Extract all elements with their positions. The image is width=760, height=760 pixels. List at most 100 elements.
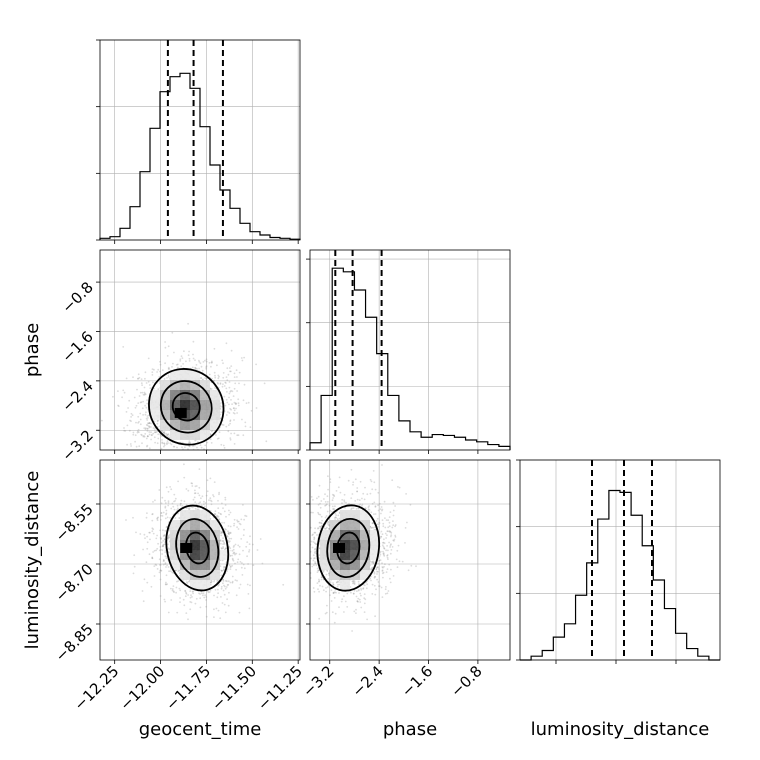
sample-point: [145, 424, 148, 426]
sample-point: [314, 550, 317, 553]
density-cell: [170, 560, 180, 570]
sample-point: [363, 498, 366, 501]
sample-point: [236, 579, 238, 582]
sample-point: [206, 590, 209, 593]
sample-point: [340, 600, 343, 603]
sample-point: [376, 570, 378, 573]
density-cell: [200, 510, 210, 520]
sample-point: [390, 543, 392, 546]
sample-point: [167, 547, 170, 550]
xtick-label-geocent_time-3: −11.50: [208, 662, 260, 714]
sample-point: [226, 367, 229, 370]
sample-point: [224, 587, 227, 590]
sample-point: [151, 368, 154, 370]
sample-point: [231, 575, 234, 578]
sample-point: [388, 525, 391, 528]
sample-point: [138, 395, 141, 397]
sample-point: [225, 382, 227, 384]
sample-point: [300, 563, 302, 565]
sample-point: [222, 537, 224, 539]
sample-point: [389, 581, 392, 584]
sample-point: [259, 538, 262, 540]
sample-point: [304, 564, 306, 566]
sample-point: [159, 548, 162, 551]
sample-point: [381, 464, 383, 466]
sample-point: [187, 594, 190, 596]
xtick-label-geocent_time-0: −12.25: [71, 662, 123, 714]
sample-point: [137, 402, 140, 404]
sample-point: [381, 533, 384, 536]
density-cell: [160, 380, 170, 390]
sample-point: [159, 538, 162, 540]
sample-point: [313, 548, 316, 551]
sample-point: [196, 508, 199, 511]
sample-point: [204, 594, 207, 597]
sample-point: [162, 545, 165, 547]
sample-point: [310, 557, 312, 560]
sample-point: [236, 526, 239, 528]
sample-point: [210, 442, 213, 444]
sample-point: [192, 340, 195, 343]
sample-point: [371, 560, 374, 563]
sample-point: [222, 507, 224, 510]
sample-point: [379, 559, 382, 562]
sample-point: [252, 543, 254, 546]
sample-point: [171, 502, 174, 505]
sample-point: [173, 500, 175, 503]
sample-point: [136, 431, 139, 434]
sample-point: [324, 527, 327, 530]
sample-point: [189, 441, 192, 444]
density-cell: [200, 580, 210, 590]
sample-point: [233, 432, 236, 435]
sample-point: [165, 574, 168, 577]
sample-point: [320, 515, 323, 518]
sample-point: [313, 552, 316, 554]
sample-point: [224, 547, 227, 550]
density-cell: [190, 510, 200, 520]
density-cell: [160, 400, 170, 410]
sample-point: [220, 547, 223, 549]
sample-point: [156, 371, 159, 373]
sample-point: [122, 389, 125, 392]
ytick-label-phase-3: −0.8: [58, 278, 96, 316]
sample-point: [125, 411, 128, 413]
sample-point: [204, 377, 207, 379]
sample-point: [359, 480, 362, 483]
sample-point: [227, 539, 230, 542]
sample-point: [203, 453, 205, 455]
density-cell: [190, 540, 200, 550]
sample-point: [214, 510, 217, 512]
sample-point: [219, 383, 222, 385]
sample-point: [392, 520, 394, 522]
sample-point: [223, 543, 226, 545]
sample-point: [236, 390, 239, 392]
sample-point: [362, 588, 364, 590]
sample-point: [221, 547, 223, 550]
sample-point: [318, 525, 321, 528]
sample-point: [389, 552, 392, 555]
sample-point: [316, 571, 319, 573]
sample-point: [327, 521, 330, 523]
xtick-label-phase-2: −1.6: [398, 662, 436, 700]
sample-point: [223, 447, 226, 449]
sample-point: [173, 591, 175, 593]
sample-point: [333, 591, 336, 593]
sample-point: [171, 589, 174, 592]
sample-point: [333, 495, 336, 498]
sample-point: [133, 565, 136, 568]
sample-point: [240, 566, 243, 569]
sample-point: [203, 448, 205, 450]
sample-point: [160, 430, 163, 432]
sample-point: [325, 526, 328, 529]
sample-point: [222, 540, 225, 543]
sample-point: [227, 583, 230, 586]
sample-point: [376, 523, 379, 526]
sample-point: [303, 524, 305, 526]
sample-point: [320, 578, 323, 581]
sample-point: [357, 589, 360, 592]
sample-point: [229, 419, 232, 422]
sample-point: [214, 513, 217, 516]
sample-point: [167, 442, 170, 444]
sample-point: [246, 555, 249, 558]
sample-point: [236, 519, 239, 522]
